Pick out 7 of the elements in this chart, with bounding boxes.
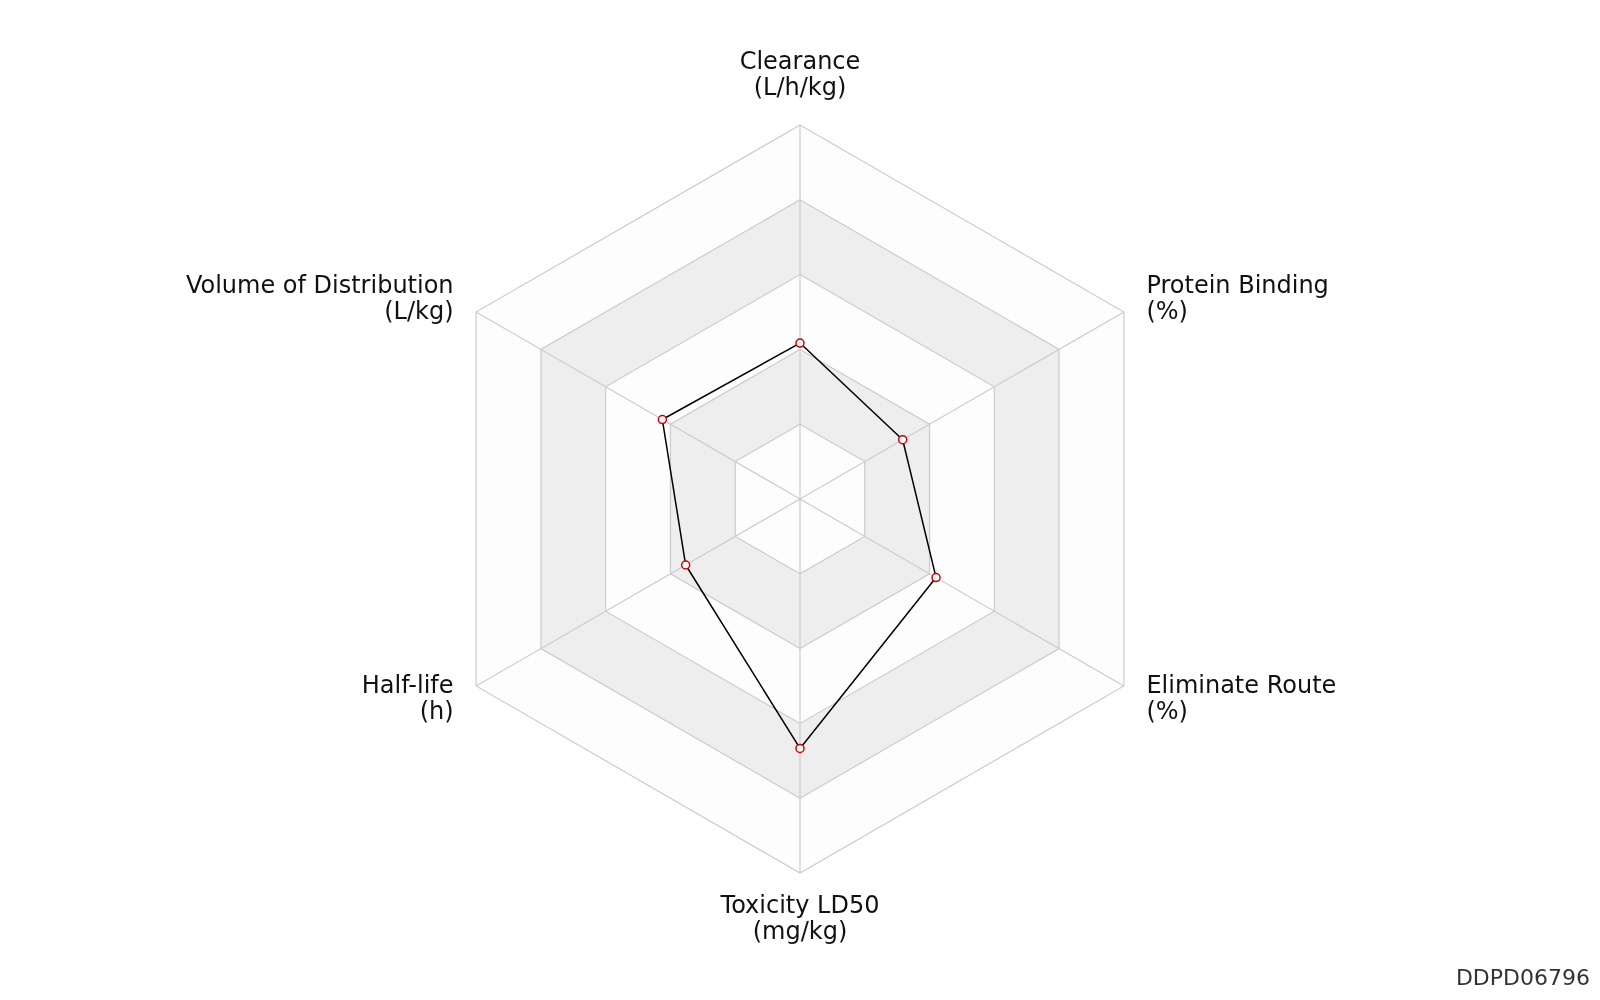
spoke-label: Toxicity LD50 (mg/kg) [719, 891, 880, 945]
spoke-label: Clearance (L/h/kg) [739, 47, 861, 101]
spoke-label: Protein Binding (%) [1146, 271, 1329, 325]
spoke-label: Half-life (h) [361, 671, 454, 725]
text: DDPD06796 [1455, 965, 1590, 990]
spoke-label: Volume of Distribution (L/kg) [185, 271, 454, 325]
spoke-label: Eliminate Route (%) [1146, 671, 1337, 725]
